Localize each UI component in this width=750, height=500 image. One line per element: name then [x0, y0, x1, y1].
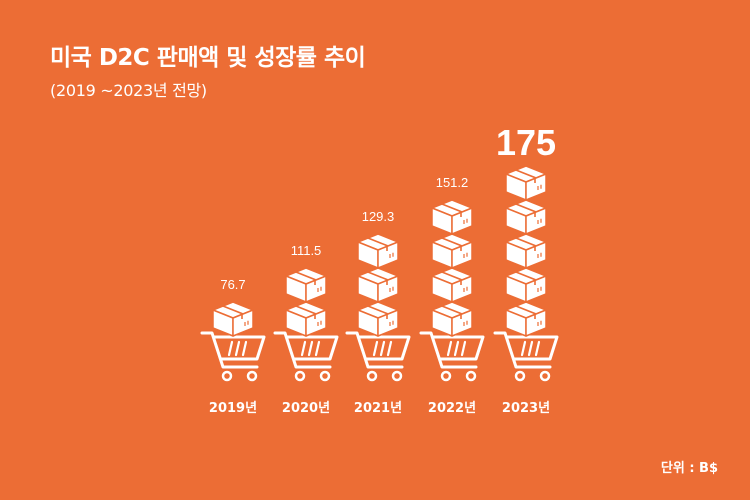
x-tick-label: 2020년 [282, 401, 330, 416]
box-icon [505, 301, 547, 337]
value-label: 111.5 [291, 243, 322, 258]
box-icon [431, 267, 473, 303]
x-tick-label: 2023년 [502, 401, 550, 416]
value-label: 76.7 [220, 277, 245, 292]
box-icon [357, 267, 399, 303]
box-icon [357, 301, 399, 337]
box-icon [505, 267, 547, 303]
box-icon [431, 199, 473, 235]
box-icon [431, 301, 473, 337]
box-icon [285, 267, 327, 303]
shopping-cart-icon [493, 331, 559, 382]
box-icon [505, 233, 547, 269]
value-label: 151.2 [436, 175, 469, 190]
shopping-cart-icon [419, 331, 485, 382]
box-icon [285, 301, 327, 337]
value-label: 129.3 [362, 209, 395, 224]
chart-subtitle: (2019 ~2023년 전망) [50, 81, 207, 100]
value-label: 175 [496, 122, 556, 163]
shopping-cart-icon [200, 331, 266, 382]
box-icon [212, 301, 254, 337]
shopping-cart-icon [273, 331, 339, 382]
x-tick-label: 2019년 [209, 401, 257, 416]
box-icon [505, 199, 547, 235]
unit-label: 단위 : B$ [660, 461, 718, 476]
shopping-cart-icon [345, 331, 411, 382]
x-tick-label: 2021년 [354, 401, 402, 416]
box-icon [357, 233, 399, 269]
x-tick-label: 2022년 [428, 401, 476, 416]
box-icon [431, 233, 473, 269]
box-icon [505, 165, 547, 201]
chart-title: 미국 D2C 판매액 및 성장률 추이 [50, 45, 366, 71]
